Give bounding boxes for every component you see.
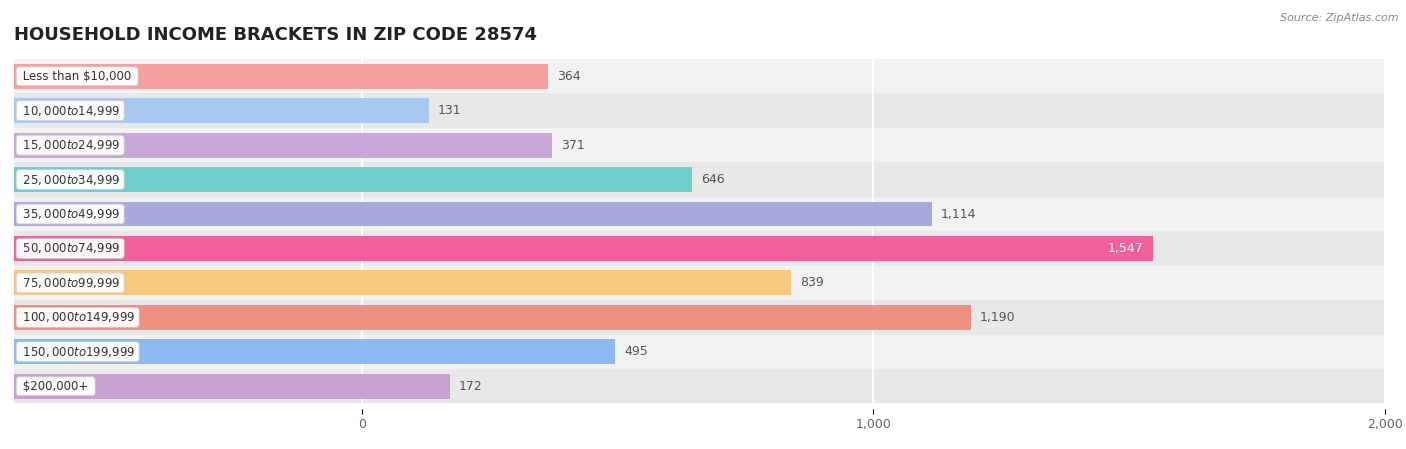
Text: Less than $10,000: Less than $10,000 bbox=[20, 70, 135, 83]
Bar bbox=[14, 128, 1385, 163]
Text: 1,547: 1,547 bbox=[1107, 242, 1143, 255]
Bar bbox=[14, 167, 692, 192]
Text: 172: 172 bbox=[460, 380, 482, 393]
Text: $75,000 to $99,999: $75,000 to $99,999 bbox=[20, 276, 121, 290]
Bar bbox=[14, 231, 1385, 266]
Bar bbox=[14, 300, 1385, 335]
Text: 1,190: 1,190 bbox=[980, 311, 1015, 324]
Bar bbox=[14, 98, 429, 123]
Bar bbox=[14, 266, 1385, 300]
Bar bbox=[14, 59, 1385, 93]
Bar bbox=[14, 305, 970, 330]
Text: 646: 646 bbox=[702, 173, 725, 186]
Bar bbox=[14, 93, 1385, 128]
Text: $200,000+: $200,000+ bbox=[20, 380, 93, 393]
Bar bbox=[14, 163, 1385, 197]
Text: $35,000 to $49,999: $35,000 to $49,999 bbox=[20, 207, 121, 221]
Text: 1,114: 1,114 bbox=[941, 207, 976, 220]
Bar bbox=[14, 270, 792, 295]
Text: $25,000 to $34,999: $25,000 to $34,999 bbox=[20, 172, 121, 187]
Text: $10,000 to $14,999: $10,000 to $14,999 bbox=[20, 104, 121, 118]
Text: HOUSEHOLD INCOME BRACKETS IN ZIP CODE 28574: HOUSEHOLD INCOME BRACKETS IN ZIP CODE 28… bbox=[14, 26, 537, 44]
Text: 371: 371 bbox=[561, 139, 585, 152]
Text: $50,000 to $74,999: $50,000 to $74,999 bbox=[20, 242, 121, 255]
Bar bbox=[14, 202, 932, 226]
Bar bbox=[14, 133, 551, 158]
Text: 495: 495 bbox=[624, 345, 648, 358]
Text: $100,000 to $149,999: $100,000 to $149,999 bbox=[20, 310, 136, 324]
Bar bbox=[14, 369, 1385, 403]
Text: $15,000 to $24,999: $15,000 to $24,999 bbox=[20, 138, 121, 152]
Bar bbox=[14, 339, 614, 364]
Bar bbox=[14, 236, 1153, 261]
Bar bbox=[14, 374, 450, 399]
Bar bbox=[14, 335, 1385, 369]
Text: Source: ZipAtlas.com: Source: ZipAtlas.com bbox=[1281, 13, 1399, 23]
Text: 131: 131 bbox=[439, 104, 461, 117]
Text: 839: 839 bbox=[800, 277, 824, 290]
Text: $150,000 to $199,999: $150,000 to $199,999 bbox=[20, 345, 136, 359]
Bar bbox=[14, 197, 1385, 231]
Text: 364: 364 bbox=[557, 70, 581, 83]
Bar bbox=[14, 64, 548, 88]
